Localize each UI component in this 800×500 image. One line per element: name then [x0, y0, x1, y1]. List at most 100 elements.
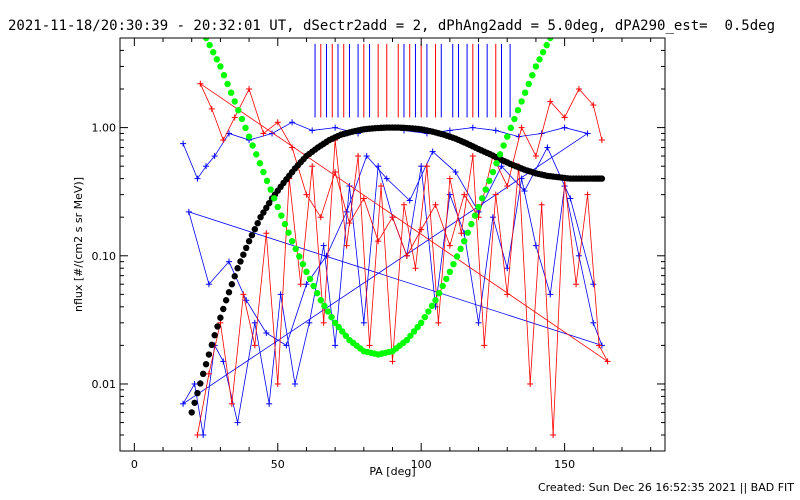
fit-point-green — [464, 229, 471, 236]
fit-point-green — [403, 336, 411, 344]
data-point-red — [228, 400, 235, 407]
data-point-red — [309, 163, 316, 170]
fit-point-green — [504, 133, 511, 140]
data-point-red — [435, 319, 442, 326]
fit-point-black — [248, 231, 256, 239]
fit-point-green — [238, 115, 246, 123]
data-point-blue — [584, 130, 591, 137]
fit-point-black — [205, 351, 213, 358]
y-axis-label: nflux [#/(cm2 s sr MeV)] — [72, 177, 85, 312]
fit-point-green — [407, 332, 414, 339]
fit-point-black — [197, 380, 204, 387]
fit-point-green — [486, 177, 493, 185]
fit-point-green — [468, 220, 475, 228]
x-axis-label: PA [deg] — [369, 465, 415, 478]
fit-point-green — [543, 41, 550, 49]
data-point-red — [527, 380, 534, 387]
fit-point-green — [425, 308, 432, 315]
fit-point-green — [306, 275, 314, 283]
fit-point-green — [539, 49, 547, 56]
data-point-red — [360, 195, 367, 202]
data-point-red — [598, 137, 605, 144]
fit-point-black — [199, 370, 207, 378]
fit-point-green — [496, 151, 504, 158]
data-point-blue — [429, 148, 436, 155]
fit-point-green — [432, 297, 439, 304]
data-point-red — [205, 370, 212, 377]
data-point-red — [432, 201, 439, 208]
data-point-blue — [590, 281, 597, 288]
y-tick-label: 0.01 — [92, 378, 117, 391]
fit-point-green — [521, 89, 529, 96]
fit-point-green — [303, 268, 310, 276]
fit-point-green — [453, 253, 461, 260]
fit-point-green — [281, 220, 289, 228]
fit-point-black — [598, 175, 606, 182]
data-point-blue — [418, 163, 425, 170]
data-point-blue — [309, 127, 316, 134]
fit-point-green — [511, 115, 518, 123]
data-point-red — [532, 153, 539, 160]
fit-point-black — [191, 399, 198, 406]
data-point-red — [461, 191, 468, 198]
data-point-blue — [320, 242, 327, 249]
axes-layer: 0 50 100 150 0.01 0.10 1.00 PA [deg] nflux [#/(c… — [72, 37, 665, 478]
data-point-blue — [575, 252, 582, 259]
data-point-blue — [303, 281, 310, 288]
fit-point-green — [478, 195, 486, 202]
data-point-blue — [306, 319, 313, 326]
fit-point-black — [194, 389, 201, 397]
fit-point-green — [292, 245, 299, 253]
data-point-red — [240, 291, 247, 298]
fit-point-green — [310, 282, 317, 290]
fit-point-green — [443, 275, 450, 283]
data-point-blue — [234, 419, 241, 426]
fit-point-green — [547, 38, 554, 42]
data-point-blue — [363, 153, 370, 160]
data-point-blue — [194, 175, 201, 182]
data-point-blue — [544, 144, 551, 151]
data-point-red — [550, 431, 557, 438]
data-point-red — [260, 130, 267, 137]
data-point-red — [446, 242, 453, 249]
fit-point-green — [414, 323, 421, 331]
data-point-red — [400, 201, 407, 208]
fit-point-green — [245, 133, 253, 140]
fit-point-green — [227, 89, 235, 96]
data-point-blue — [291, 380, 298, 387]
data-point-red — [389, 358, 396, 365]
fit-point-black — [222, 297, 230, 304]
fit-point-green — [529, 71, 536, 79]
fit-point-green — [439, 282, 446, 290]
data-point-blue — [211, 153, 218, 160]
fit-point-green — [331, 319, 339, 327]
data-point-blue — [446, 191, 453, 198]
data-point-red — [590, 102, 597, 109]
data-point-red — [561, 114, 568, 121]
fit-point-green — [242, 124, 249, 132]
fit-point-black — [237, 258, 244, 265]
data-point-blue — [200, 431, 207, 438]
data-point-blue — [532, 242, 539, 249]
data-point-red — [220, 137, 227, 144]
fit-point-black — [254, 219, 261, 227]
data-point-red — [423, 163, 430, 170]
data-point-red — [346, 220, 353, 227]
fit-point-green — [536, 56, 543, 63]
data-point-red — [412, 265, 419, 272]
fit-point-black — [260, 209, 267, 216]
fit-point-green — [493, 160, 500, 167]
data-point-red — [573, 281, 580, 288]
fit-point-black — [263, 204, 270, 212]
data-point-red — [389, 214, 396, 221]
data-point-red — [289, 144, 296, 151]
data-point-blue — [180, 140, 187, 147]
data-point-red — [492, 191, 499, 198]
data-point-red — [504, 291, 511, 298]
data-point-red — [317, 214, 324, 221]
fit-point-green — [317, 297, 324, 304]
data-point-red — [303, 191, 310, 198]
fit-point-black — [202, 360, 210, 368]
fit-point-black — [217, 314, 224, 321]
